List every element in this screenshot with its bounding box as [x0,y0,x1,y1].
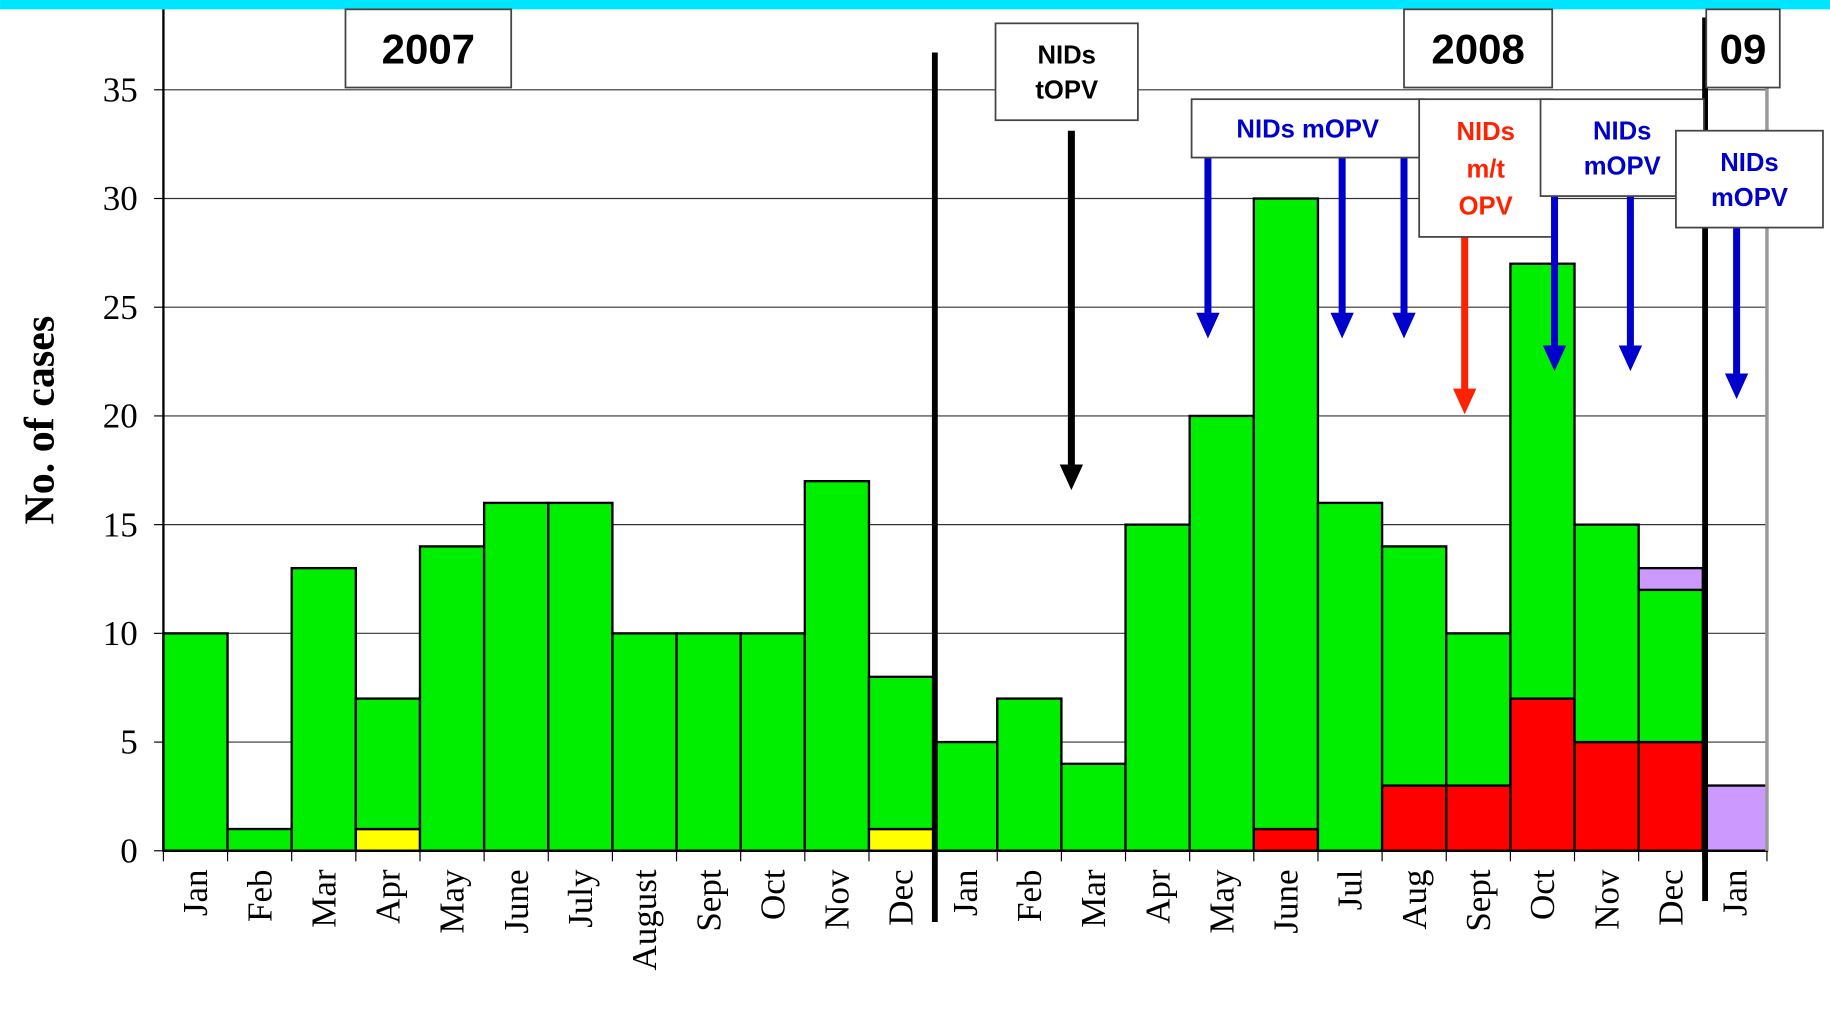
annotation-text: tOPV [1035,77,1098,105]
annotation-text: 09 [1720,26,1767,73]
annotation-text: NIDs [1037,42,1095,70]
bar-segment [996,697,1063,852]
bar-segment [1637,588,1704,744]
x-tick-label: May [433,869,472,934]
x-tick-label: July [561,869,600,928]
x-tick-label: Jan [1716,869,1755,916]
arrow-head [1542,345,1567,372]
x-tick-label: Jul [1331,869,1370,910]
x-tick-label: Nov [1587,869,1626,930]
bar-segment [1124,523,1191,852]
y-tick-label: 35 [103,70,138,109]
x-tick-label: Oct [1523,869,1562,920]
x-tick-label: June [1267,869,1306,933]
bar-segment [354,827,422,852]
x-tick-label: May [1202,869,1241,934]
y-tick-label: 15 [103,505,138,544]
x-tick-label: Nov [818,869,857,930]
y-tick-label: 25 [103,288,138,327]
annotation-text: mOPV [1584,152,1661,180]
y-tick-label: 0 [120,831,138,870]
bar-segment [931,740,999,852]
y-tick-label: 30 [103,179,138,218]
bar-segment [1380,784,1448,852]
arrow-head [1618,345,1643,372]
bar-segment [1637,566,1704,592]
bar-segment [867,827,935,852]
y-tick-label: 5 [120,723,138,762]
bar-segment [1445,784,1512,852]
y-axis-label: No. of cases [18,316,64,525]
annotation-text: NIDs [1456,118,1514,146]
x-tick-label: Dec [1651,869,1690,925]
x-tick-label: Apr [369,869,408,924]
bar-segment [1573,523,1640,744]
x-tick-label: Mar [304,869,343,928]
x-tick-label: Aug [1395,869,1434,929]
annotation-text: m/t [1466,155,1505,183]
bar-segment [867,675,935,831]
x-tick-label: Apr [1138,869,1177,924]
bar-segment [803,479,871,852]
x-tick-label: June [497,869,536,933]
arrow-head [1453,388,1477,415]
bar-segment [162,632,229,852]
annotation-box [1675,129,1824,229]
annotation-box [1418,98,1554,238]
bar-segment [1701,784,1769,852]
bar-segment [354,697,422,831]
annotation-box [994,22,1139,122]
bar-segment [1252,827,1320,852]
x-tick-label: August [625,869,664,970]
bar-segment [739,632,806,852]
bar-segment [611,632,678,852]
bar-segment [290,566,358,852]
annotation-box [1403,8,1554,89]
annotation-box [1705,8,1781,89]
bar-segment [1060,762,1127,852]
bar-segment [1188,414,1255,852]
bar-segment [226,827,293,852]
x-tick-label: Feb [240,869,279,922]
bar-segment [1252,197,1320,831]
arrow-head [1392,312,1416,339]
x-tick-label: Feb [1010,869,1049,922]
x-tick-label: Jan [946,869,985,916]
bar-segment [1509,697,1576,852]
bar-segment [675,632,742,852]
annotation-text: 2008 [1431,26,1524,73]
bar-segment [1573,740,1640,852]
bar-segment [482,501,550,852]
annotation-text: 2007 [382,26,475,73]
y-tick-label: 10 [103,614,138,653]
x-tick-label: Mar [1074,869,1113,928]
annotation-text: mOPV [1711,184,1788,212]
arrow-head [1330,312,1354,339]
bar-segment [1637,740,1704,852]
annotation-text: NIDs [1720,149,1778,177]
annotation-text: OPV [1459,193,1513,221]
bar-segment [1316,501,1384,852]
bar-segment [418,545,486,852]
arrow-head [1059,464,1084,491]
annotation-box [1190,98,1425,159]
bar-segment [1445,632,1512,787]
annotation-box [344,8,513,89]
annotation-text: NIDs mOPV [1236,116,1379,144]
x-tick-label: Dec [882,869,921,925]
bar-segment [547,501,614,852]
bar-segment [1509,262,1576,700]
x-tick-label: Sept [1459,869,1498,932]
arrow-head [1196,312,1220,339]
y-tick-label: 20 [103,397,138,436]
top-band [0,0,1830,10]
x-tick-label: Jan [176,869,215,916]
bar-segment [1380,545,1448,787]
annotation-text: NIDs [1593,117,1651,145]
x-tick-label: Oct [753,869,792,920]
arrow-head [1724,373,1749,400]
x-tick-label: Sept [689,869,728,932]
